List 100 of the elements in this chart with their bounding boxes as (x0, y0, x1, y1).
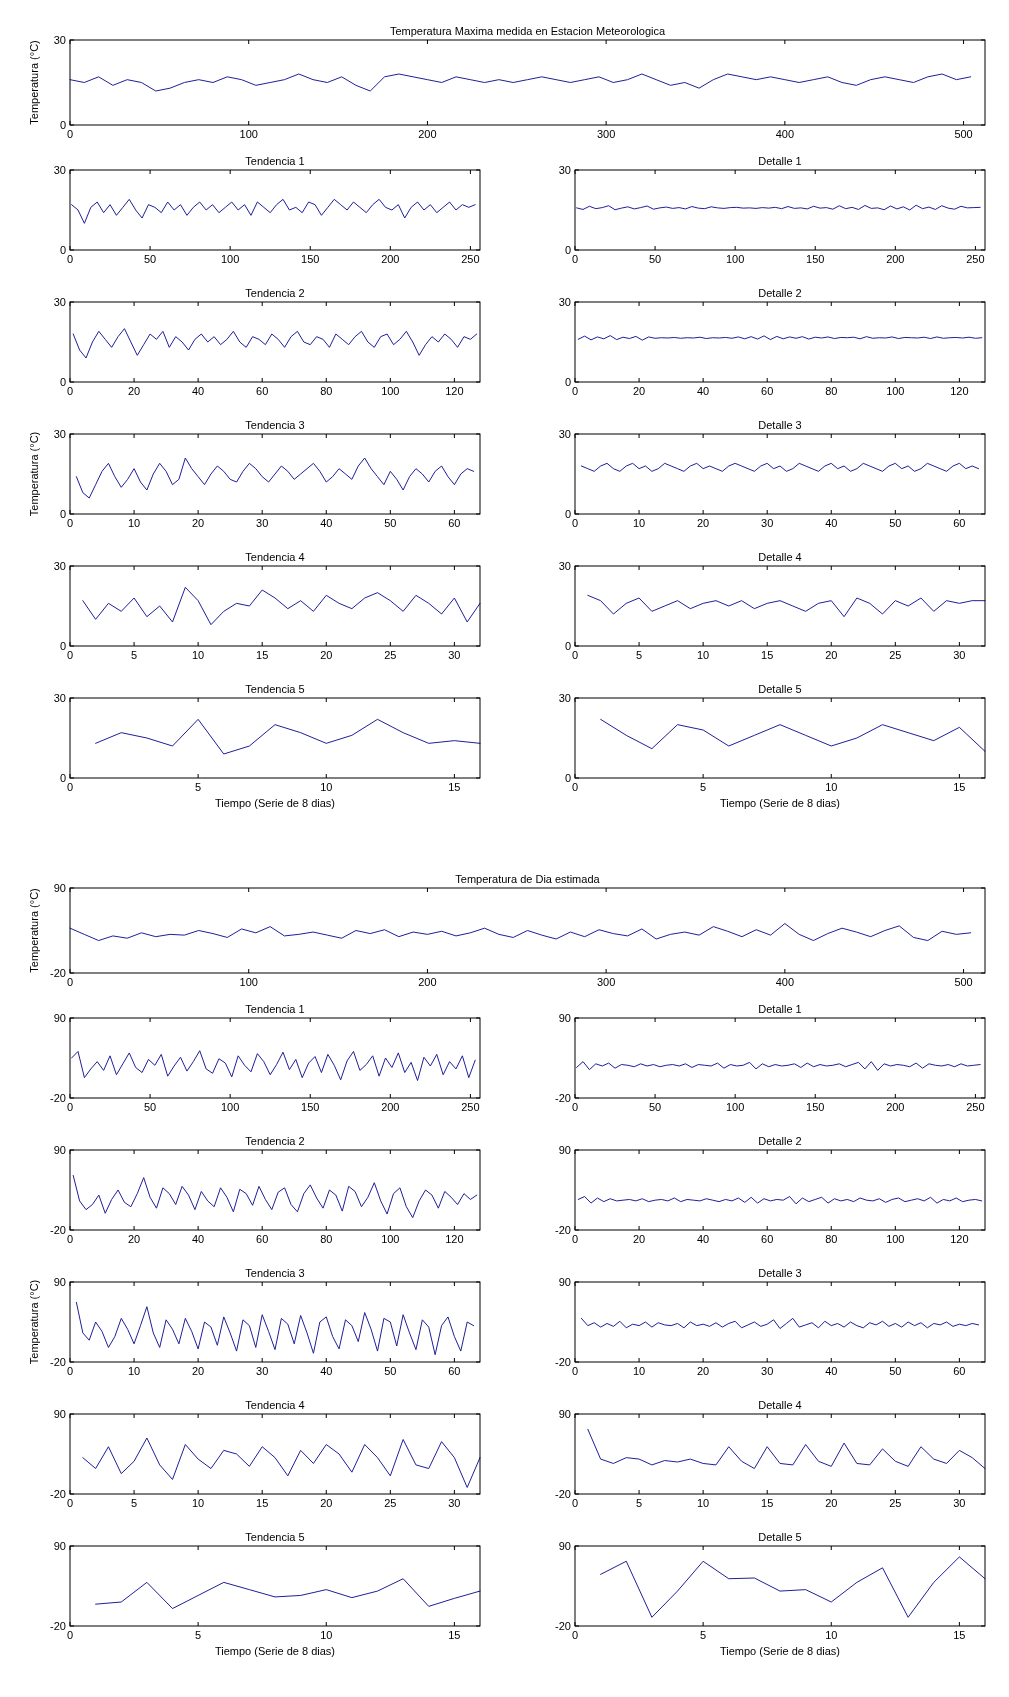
y-tick-label: -20 (50, 1355, 66, 1368)
x-tick-label: 30 (761, 517, 774, 529)
x-tick-label: 200 (381, 1101, 400, 1113)
x-tick-label: 10 (825, 1629, 838, 1641)
x-tick-label: 200 (886, 253, 905, 265)
y-tick-label: -20 (50, 966, 66, 979)
y-tick-label: -20 (50, 1619, 66, 1632)
x-tick-label: 40 (825, 517, 838, 529)
x-tick-label: 10 (632, 1365, 646, 1377)
y-tick-label: 0 (564, 243, 571, 256)
x-tick-label: 250 (461, 1101, 480, 1113)
chart-title: Tendencia 3 (245, 419, 305, 431)
x-tick-label: 500 (954, 976, 973, 988)
line-series (577, 1196, 983, 1205)
y-tick-label: 90 (53, 1143, 66, 1156)
x-tick-label: 15 (953, 1629, 966, 1641)
x-tick-label: 10 (192, 1497, 205, 1509)
y-tick-label: 0 (59, 375, 66, 388)
y-tick-label: 0 (564, 507, 571, 520)
x-tick-label: 400 (775, 976, 795, 988)
chart-title: Temperatura de Dia estimada (455, 873, 601, 885)
y-tick-label: -20 (555, 1619, 571, 1632)
x-tick-label: 10 (825, 781, 838, 793)
line-series (580, 1317, 980, 1330)
y-axis-title: Temperatura (°C) (28, 888, 40, 973)
y-tick-label: 0 (564, 771, 571, 784)
x-tick-label: 60 (761, 1233, 774, 1245)
x-tick-label: 5 (636, 1497, 643, 1509)
x-tick-label: 30 (256, 517, 269, 529)
x-tick-label: 5 (700, 1629, 707, 1641)
chart-title: Detalle 2 (758, 287, 802, 299)
y-tick-label: 30 (53, 427, 66, 440)
x-tick-label: 20 (825, 1497, 838, 1509)
x-tick-label: 60 (953, 517, 966, 529)
x-axis-title: Tiempo (Serie de 8 dias) (719, 797, 841, 809)
chart-title: Detalle 2 (758, 1135, 802, 1147)
x-tick-label: 100 (381, 1233, 400, 1245)
x-tick-label: 20 (697, 517, 710, 529)
chart-title: Detalle 1 (758, 1003, 802, 1015)
chart-title: Tendencia 5 (245, 683, 305, 695)
x-tick-label: 40 (320, 1365, 333, 1377)
y-tick-label: -20 (50, 1223, 66, 1236)
x-tick-label: 20 (632, 385, 646, 397)
y-tick-label: 0 (59, 771, 66, 784)
x-tick-label: 20 (320, 1497, 333, 1509)
chart-title: Tendencia 2 (245, 1135, 305, 1147)
x-tick-label: 100 (220, 253, 240, 265)
x-tick-label: 10 (127, 1365, 141, 1377)
x-tick-label: 400 (775, 128, 795, 140)
x-tick-label: 50 (384, 1365, 397, 1377)
y-tick-label: 90 (558, 1143, 571, 1156)
x-tick-label: 300 (596, 976, 616, 988)
x-tick-label: 10 (632, 517, 646, 529)
line-series (69, 73, 972, 92)
x-tick-label: 120 (445, 1233, 464, 1245)
x-tick-label: 25 (889, 649, 902, 661)
x-axis-title: Tiempo (Serie de 8 dias) (719, 1645, 841, 1657)
y-axis-title: Temperatura (°C) (28, 431, 40, 517)
chart-title: Temperatura Maxima medida en Estacion Meteorologica (389, 25, 666, 37)
x-tick-label: 200 (418, 976, 437, 988)
x-tick-label: 100 (886, 385, 905, 397)
x-tick-label: 150 (806, 253, 825, 265)
x-tick-label: 10 (192, 649, 205, 661)
x-tick-label: 25 (384, 649, 397, 661)
x-tick-label: 10 (697, 649, 710, 661)
x-tick-label: 80 (825, 385, 838, 397)
y-tick-label: 0 (59, 507, 66, 520)
x-tick-label: 120 (950, 1233, 969, 1245)
chart-title: Tendencia 3 (245, 1267, 305, 1279)
x-tick-label: 10 (127, 517, 141, 529)
x-tick-label: 30 (448, 1497, 461, 1509)
chart-title: Tendencia 2 (245, 287, 305, 299)
x-tick-label: 15 (256, 649, 269, 661)
line-series (600, 1556, 986, 1618)
line-series (587, 594, 986, 618)
y-tick-label: -20 (555, 1091, 571, 1104)
y-tick-label: 0 (564, 375, 571, 388)
x-tick-label: 100 (381, 385, 400, 397)
x-tick-label: 50 (889, 1365, 902, 1377)
line-series (71, 198, 476, 224)
x-tick-label: 80 (320, 1233, 333, 1245)
y-axis-title: Temperatura (°C) (28, 1279, 40, 1365)
line-series (587, 1428, 986, 1470)
x-tick-label: 15 (448, 781, 461, 793)
x-tick-label: 5 (636, 649, 643, 661)
y-tick-label: 30 (53, 163, 66, 176)
x-tick-label: 15 (448, 1629, 461, 1641)
x-tick-label: 20 (825, 649, 838, 661)
chart-title: Detalle 1 (758, 155, 802, 167)
x-tick-label: 25 (384, 1497, 397, 1509)
x-tick-label: 15 (953, 781, 966, 793)
y-tick-label: 0 (59, 118, 66, 131)
x-tick-label: 5 (131, 649, 138, 661)
x-tick-label: 250 (966, 1101, 985, 1113)
x-tick-label: 100 (725, 253, 745, 265)
x-tick-label: 150 (301, 1101, 320, 1113)
y-tick-label: -20 (555, 1223, 571, 1236)
x-tick-label: 100 (886, 1233, 905, 1245)
y-tick-label: 0 (59, 243, 66, 256)
line-series (576, 1061, 981, 1071)
